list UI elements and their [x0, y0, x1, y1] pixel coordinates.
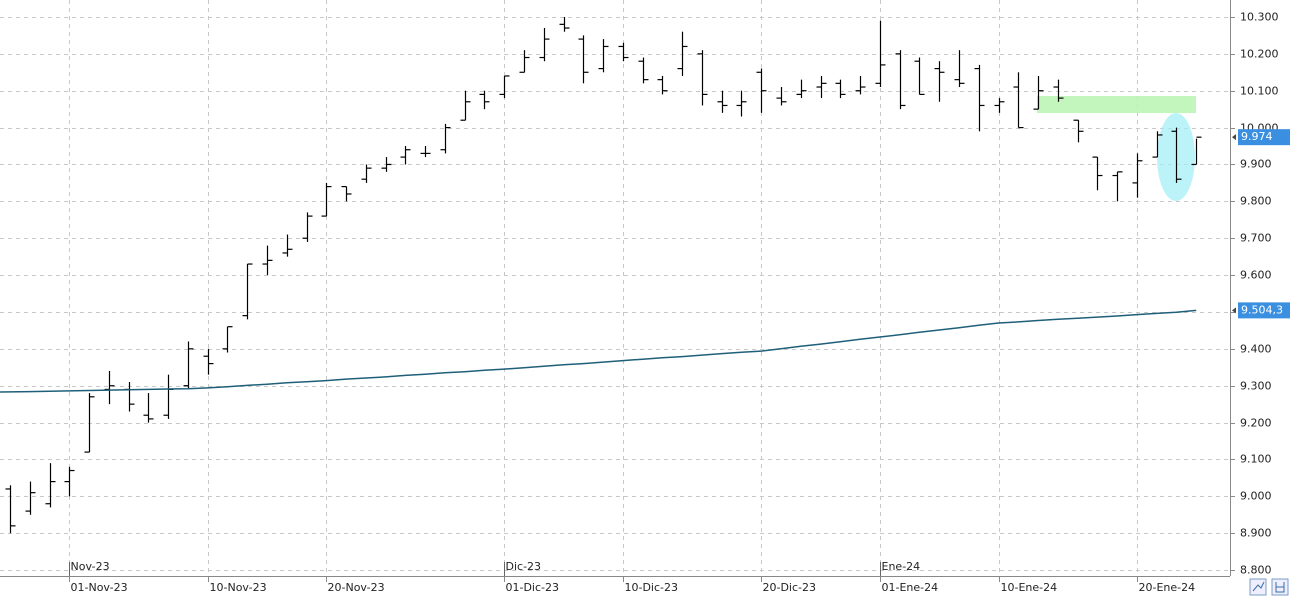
price-marker-box — [1238, 302, 1290, 319]
x-tick-label: 10-Nov-23 — [210, 581, 267, 594]
y-tick-label: 9.600 — [1240, 269, 1272, 282]
x-tick-label: 01-Ene-24 — [882, 581, 939, 594]
highlight-zone — [1037, 96, 1196, 113]
period-label: Dic-23 — [506, 560, 542, 573]
price-marker-arrow — [1232, 134, 1236, 141]
y-tick-label: 9.100 — [1240, 453, 1272, 466]
x-tick-label: 01-Dic-23 — [506, 581, 560, 594]
y-tick-label: 9.800 — [1240, 195, 1272, 208]
y-tick-label: 9.700 — [1240, 232, 1272, 245]
period-label: Nov-23 — [71, 560, 110, 573]
x-tick-label: 20-Ene-24 — [1139, 581, 1196, 594]
price-marker-label: 9.504,3 — [1241, 303, 1283, 316]
y-tick-label: 9.900 — [1240, 158, 1272, 171]
zoom-icon — [1252, 581, 1265, 592]
y-tick-label: 9.200 — [1240, 417, 1272, 430]
period-label: Ene-24 — [882, 560, 921, 573]
y-tick-label: 10.100 — [1240, 85, 1279, 98]
y-tick-label: 8.900 — [1240, 527, 1272, 540]
price-marker-label: 9.974 — [1241, 130, 1273, 143]
price-marker-arrow — [1232, 307, 1236, 314]
price-marker-box — [1238, 129, 1290, 146]
y-tick-label: 9.400 — [1240, 343, 1272, 356]
x-tick-label: 10-Dic-23 — [625, 581, 679, 594]
x-tick-label: 20-Dic-23 — [763, 581, 817, 594]
y-tick-label: 8.800 — [1240, 564, 1272, 577]
x-tick-label: 10-Ene-24 — [1001, 581, 1058, 594]
y-tick-label: 10.300 — [1240, 11, 1279, 24]
save-icon — [1275, 582, 1285, 593]
moving-average-line — [0, 309, 1197, 393]
y-tick-label: 9.300 — [1240, 380, 1272, 393]
zoom-button[interactable] — [1249, 578, 1267, 596]
x-tick-label: 20-Nov-23 — [328, 581, 385, 594]
y-tick-label: 10.200 — [1240, 48, 1279, 61]
x-tick-label: 01-Nov-23 — [71, 581, 128, 594]
y-tick-label: 9.000 — [1240, 490, 1272, 503]
